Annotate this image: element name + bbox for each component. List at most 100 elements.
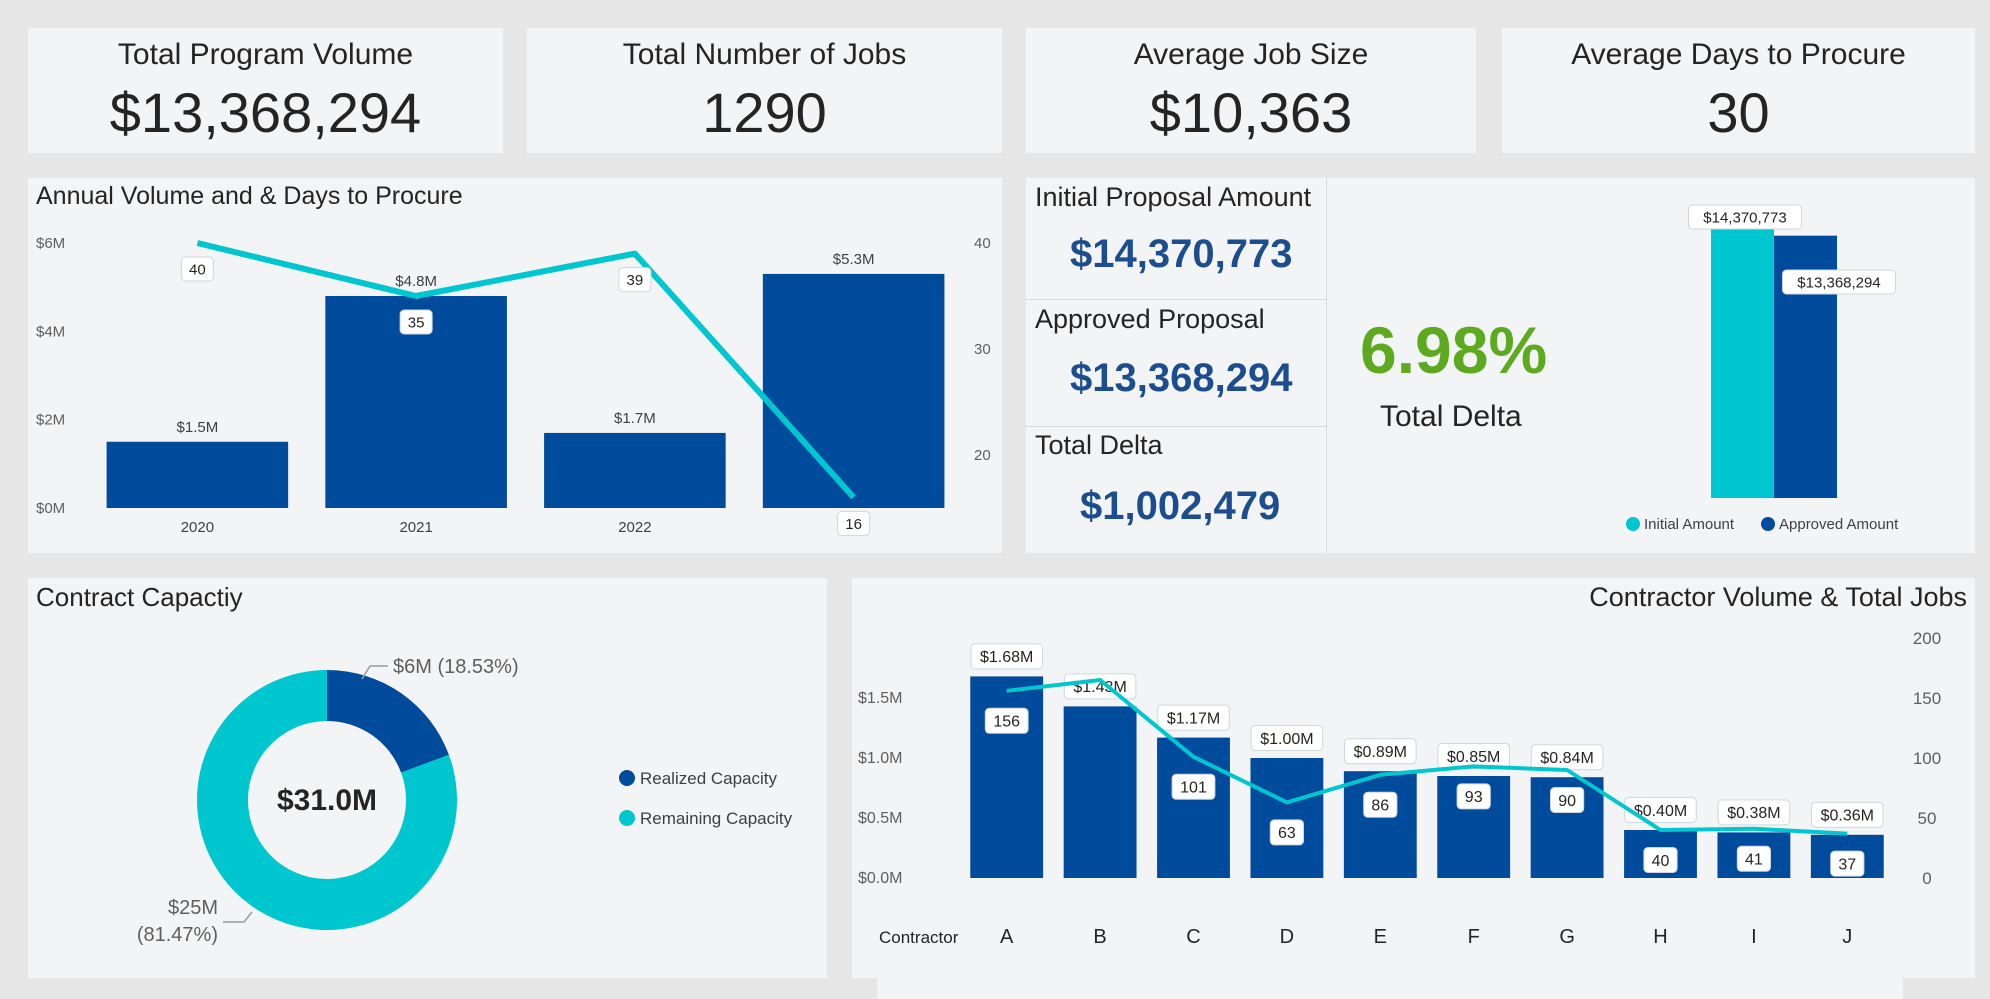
jobs-data-label: 63 — [1278, 825, 1296, 842]
y2-tick-label: 50 — [1918, 809, 1937, 828]
jobs-data-label: 37 — [1838, 856, 1856, 873]
legend-marker — [619, 810, 635, 826]
y2-tick-label: 0 — [1922, 869, 1931, 888]
volume-data-label: $1.00M — [1260, 731, 1313, 748]
proposal-data-label-box — [1782, 269, 1896, 295]
volume-data-label-box — [1344, 738, 1417, 765]
donut-center-label: $31.0M — [277, 784, 377, 817]
jobs-data-label-box — [984, 707, 1029, 734]
total-delta-value: $1,002,479 — [1080, 484, 1281, 528]
y-tick-label: $0.0M — [858, 870, 902, 887]
jobs-data-label-box — [1269, 819, 1304, 846]
days-data-label: 16 — [845, 516, 862, 533]
proposal-data-label-box — [1688, 204, 1802, 230]
kpi-value: 1290 — [702, 81, 827, 144]
y-tick-label: $1.5M — [858, 690, 902, 707]
kpi-value: $13,368,294 — [109, 81, 422, 144]
x-tick-label: 2020 — [181, 519, 214, 536]
delta-percent-label: Total Delta — [1380, 400, 1522, 433]
jobs-data-label: 90 — [1558, 793, 1576, 810]
volume-data-label: $1.5M — [177, 419, 219, 436]
days-data-label-box — [618, 267, 652, 293]
kpi-title: Total Number of Jobs — [622, 38, 907, 71]
y2-tick-label: 20 — [974, 447, 991, 464]
y2-tick-label: 100 — [1913, 749, 1941, 768]
slice-label: $6M (18.53%) — [393, 656, 519, 678]
days-data-label-box — [837, 510, 871, 536]
total-delta-label: Total Delta — [1035, 430, 1163, 460]
capacity-donut-chart: $31.0M $6M (18.53%) $25M (81.47%) Realized C… — [137, 656, 793, 946]
volume-data-label-box — [1437, 743, 1511, 769]
kpi-card-number-of-jobs: Total Number of Jobs 1290 — [527, 28, 1002, 153]
proposal-bar — [1711, 216, 1774, 498]
panel-title: Contract Capactiy — [36, 582, 243, 612]
jobs-data-label: 86 — [1371, 798, 1389, 815]
kpi-value: 30 — [1707, 81, 1770, 144]
y2-tick-label: 30 — [974, 341, 991, 358]
slice-label: (81.47%) — [137, 924, 218, 946]
volume-data-label-box — [1717, 799, 1791, 826]
volume-bar — [1343, 771, 1417, 878]
legend-label: Realized Capacity — [640, 769, 778, 788]
capacity-card: Contract Capactiy $31.0M $6M (18.53%) $25M… — [28, 578, 827, 978]
x-tick-label: F — [1468, 926, 1480, 948]
volume-bar — [106, 441, 289, 508]
y2-tick-label: 200 — [1913, 629, 1941, 648]
x-axis-title: Contractor — [879, 928, 959, 947]
panel-title: Contractor Volume & Total Jobs — [1589, 582, 1967, 612]
initial-proposal-label: Initial Proposal Amount — [1035, 182, 1312, 212]
initial-proposal-value: $14,370,773 — [1070, 232, 1293, 276]
jobs-data-label-box — [1643, 847, 1678, 873]
y-tick-label: $4M — [36, 323, 65, 340]
y2-tick-label: 40 — [974, 235, 991, 252]
volume-data-label-box — [970, 643, 1043, 670]
volume-data-label: $0.36M — [1821, 808, 1874, 825]
volume-bar — [762, 273, 945, 508]
y-tick-label: $0.5M — [858, 810, 902, 827]
volume-data-label-box — [1811, 801, 1884, 828]
jobs-data-label-box — [1830, 850, 1865, 877]
x-tick-label: 2021 — [399, 519, 432, 536]
volume-bar — [1250, 758, 1324, 878]
approved-proposal-label: Approved Proposal — [1035, 304, 1265, 334]
kpi-title: Total Program Volume — [117, 38, 414, 71]
x-tick-label: D — [1280, 926, 1294, 948]
legend-label: Initial Amount — [1644, 516, 1735, 533]
days-data-label-box — [180, 256, 214, 282]
y2-tick-label: 150 — [1913, 689, 1941, 708]
donut-slice — [197, 670, 458, 930]
days-data-label: 39 — [627, 272, 644, 289]
x-tick-label: B — [1093, 926, 1106, 948]
y-tick-label: $1.0M — [858, 750, 902, 767]
days-data-label: 35 — [408, 314, 425, 331]
legend-label: Remaining Capacity — [640, 809, 793, 828]
jobs-data-label-box — [1550, 787, 1585, 813]
legend-marker — [619, 770, 635, 786]
jobs-data-label: 101 — [1180, 780, 1207, 797]
x-tick-label: 2022 — [618, 519, 651, 536]
proposal-data-label: $14,370,773 — [1703, 209, 1786, 226]
annual-chart: $0M $2M $4M $6M 20 30 40 $1.5M 2020 $4.8M 2021 $1.7… — [36, 235, 991, 536]
days-data-label-box — [399, 309, 433, 335]
y-tick-label: $0M — [36, 500, 65, 517]
volume-data-label-box — [1157, 704, 1230, 731]
annual-chart-card: Annual Volume and & Days to Procure $0M $… — [28, 178, 1002, 553]
y-tick-label: $2M — [36, 412, 65, 429]
x-tick-label: A — [1000, 926, 1014, 948]
kpi-title: Average Days to Procure — [1571, 38, 1906, 71]
proposal-card: Initial Proposal Amount $14,370,773 Appr… — [1026, 178, 1975, 553]
donut-slice — [327, 670, 449, 773]
contractor-card: Contractor Volume & Total Jobs $0.0M $0.5… — [852, 578, 1975, 978]
kpi-value: $10,363 — [1149, 81, 1353, 144]
kpi-card-average-days: Average Days to Procure 30 — [1502, 28, 1975, 153]
jobs-line — [1006, 678, 1848, 836]
legend-marker — [1626, 517, 1640, 531]
x-tick-label: J — [1842, 926, 1852, 948]
jobs-data-label-box — [1363, 791, 1398, 818]
kpi-title: Average Job Size — [1133, 38, 1369, 71]
volume-data-label: $0.38M — [1727, 805, 1780, 822]
legend-marker — [1761, 517, 1775, 531]
volume-data-label: $1.7M — [614, 410, 656, 427]
volume-data-label: $0.40M — [1634, 803, 1687, 820]
jobs-data-label: 93 — [1465, 789, 1483, 806]
